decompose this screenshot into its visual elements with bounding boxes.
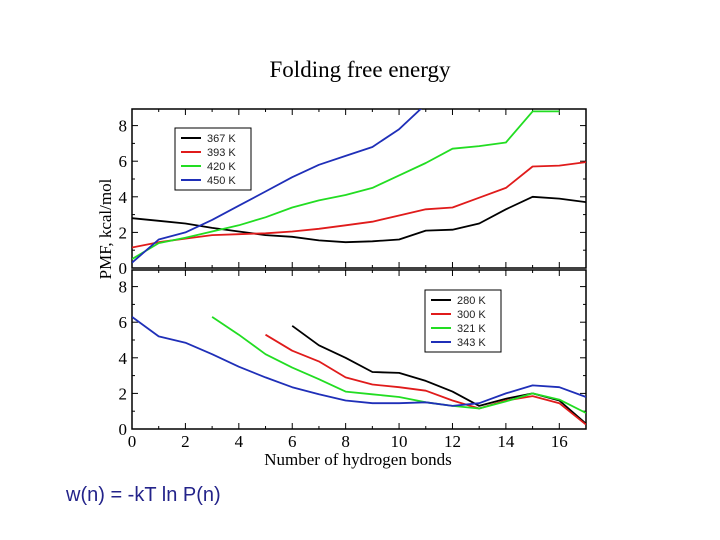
legend: 280 K 300 K 321 K 343 K [424, 289, 502, 353]
y-tick-label: 2 [119, 384, 128, 403]
y-axis-label: PMF, kcal/mol [96, 178, 115, 279]
series-line-343-K [132, 316, 586, 407]
y-tick-label: 4 [119, 349, 128, 368]
series-line-450-K [132, 109, 422, 264]
formula-caption: w(n) = -kT ln P(n) [66, 484, 221, 506]
panel-2: 0 2 4 6 8 0 2 4 6 8 10 12 14 16 280 K 300 K 321 K 343 K [119, 269, 587, 451]
y-tick-label: 0 [119, 259, 128, 278]
series-line-393-K [132, 161, 586, 249]
panel-frame [131, 108, 587, 269]
x-axis-label: Number of hydrogen bonds [264, 450, 451, 469]
legend-label: 321 K [457, 323, 486, 335]
x-tick-label: 16 [551, 432, 568, 451]
x-tick-label: 6 [288, 432, 297, 451]
legend-label: 280 K [457, 295, 486, 307]
y-tick-label: 8 [119, 117, 128, 136]
x-tick-label: 10 [391, 432, 408, 451]
x-tick-label: 0 [128, 432, 137, 451]
y-tick-label: 6 [119, 152, 128, 171]
x-tick-label: 2 [181, 432, 190, 451]
x-tick-label: 8 [341, 432, 350, 451]
y-tick-label: 8 [119, 278, 128, 297]
legend-label: 300 K [457, 309, 486, 321]
panel-1: 0 2 4 6 8 367 K 393 K 420 K 450 K [119, 108, 587, 278]
y-tick-label: 4 [119, 188, 128, 207]
legend-label: 420 K [207, 161, 236, 173]
chart-title: Folding free energy [270, 57, 451, 82]
legend-label: 393 K [207, 147, 236, 159]
x-tick-label: 12 [444, 432, 461, 451]
series-group [132, 316, 586, 426]
legend: 367 K 393 K 420 K 450 K [174, 127, 252, 191]
legend-label: 367 K [207, 133, 236, 145]
legend-label: 343 K [457, 337, 486, 349]
series-line-321-K [211, 316, 586, 414]
legend-label: 450 K [207, 175, 236, 187]
series-line-420-K [132, 110, 560, 260]
y-tick-label: 2 [119, 223, 128, 242]
y-tick-label: 6 [119, 313, 128, 332]
panel-frame [131, 269, 587, 430]
x-tick-label: 14 [497, 432, 515, 451]
series-line-300-K [265, 333, 586, 426]
y-tick-label: 0 [119, 420, 128, 439]
x-tick-label: 4 [235, 432, 244, 451]
series-group [132, 109, 586, 264]
series-line-367-K [132, 195, 586, 244]
